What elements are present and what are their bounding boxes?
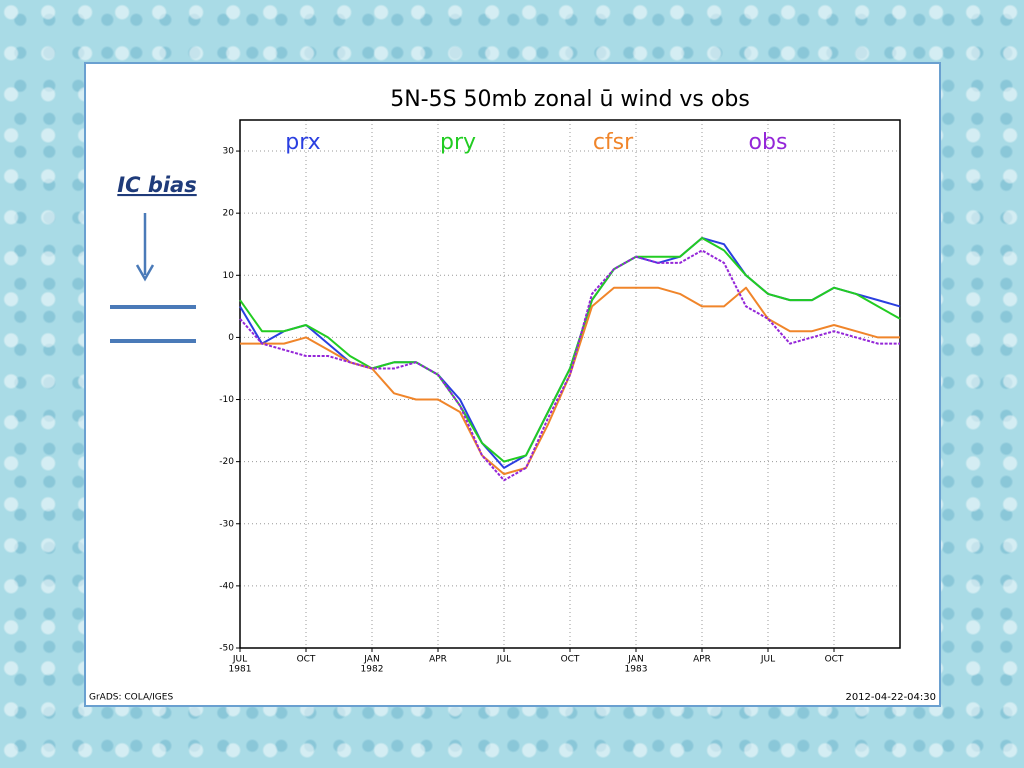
x-tick-label: OCT: [561, 655, 580, 665]
panel: [84, 62, 941, 707]
chart-title: 5N-5S 50mb zonal ū wind vs obs: [390, 87, 750, 112]
series-line: [239, 237, 901, 463]
y-tick-label: 20: [223, 209, 235, 219]
series-line: [239, 249, 900, 482]
y-tick-label: -40: [219, 581, 234, 591]
footer-right: 2012-04-22-04:30: [845, 692, 936, 703]
legend-label: prx: [285, 130, 320, 155]
y-tick-label: 30: [223, 147, 235, 157]
arrow-head: [135, 264, 155, 282]
legend-label: pry: [440, 130, 476, 155]
footer-left: GrADS: COLA/IGES: [89, 693, 173, 703]
legend-label: obs: [749, 130, 788, 155]
x-tick-year: 1983: [625, 665, 648, 675]
plot-frame: [239, 119, 901, 649]
x-tick-label: JAN: [627, 655, 643, 665]
y-tick-label: -50: [219, 644, 234, 654]
legend-label: cfsr: [593, 130, 634, 155]
y-tick-label: -10: [219, 395, 234, 405]
x-tick-label: OCT: [825, 655, 844, 665]
annotation: IC bias: [117, 173, 196, 197]
x-tick-label: JUL: [496, 655, 511, 665]
x-tick-label: JUL: [232, 655, 247, 665]
y-tick-label: -20: [219, 457, 234, 467]
y-tick-label: -30: [219, 519, 234, 529]
x-tick-label: JAN: [363, 655, 379, 665]
x-tick-label: JUL: [760, 655, 775, 665]
y-tick-label: 10: [223, 271, 235, 281]
x-tick-label: OCT: [297, 655, 316, 665]
x-tick-year: 1982: [361, 665, 384, 675]
x-tick-label: APR: [429, 655, 447, 665]
y-tick-label: 0: [228, 333, 234, 343]
x-tick-label: APR: [693, 655, 711, 665]
x-tick-year: 1981: [229, 665, 252, 675]
